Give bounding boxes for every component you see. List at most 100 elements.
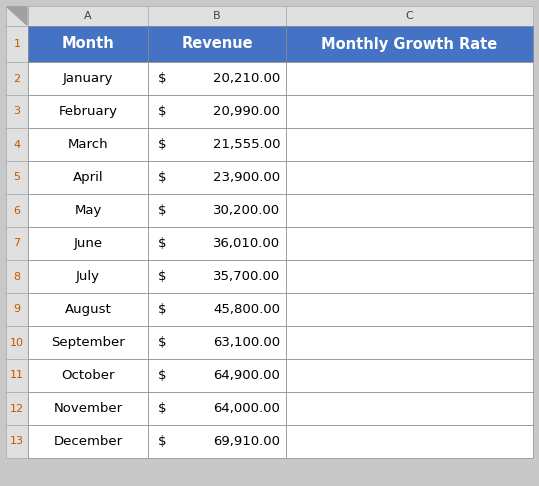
Bar: [148, 62, 286, 95]
Bar: [6, 194, 28, 227]
Bar: [148, 26, 286, 62]
Text: 7: 7: [13, 239, 20, 248]
Bar: [148, 293, 286, 326]
Bar: [6, 95, 28, 128]
Bar: [148, 6, 286, 26]
Bar: [286, 26, 533, 62]
Text: $: $: [158, 369, 167, 382]
Text: 64,000.00: 64,000.00: [213, 402, 280, 415]
Polygon shape: [7, 7, 27, 25]
Bar: [6, 161, 28, 194]
Text: $: $: [158, 171, 167, 184]
Bar: [286, 293, 533, 326]
Text: 45,800.00: 45,800.00: [213, 303, 280, 316]
Text: 2: 2: [13, 73, 20, 84]
Text: 4: 4: [13, 139, 20, 150]
Bar: [28, 161, 148, 194]
Bar: [6, 128, 28, 161]
Text: February: February: [59, 105, 118, 118]
Text: $: $: [158, 204, 167, 217]
Bar: [6, 260, 28, 293]
Text: 5: 5: [13, 173, 20, 183]
Text: A: A: [84, 11, 92, 21]
Bar: [148, 392, 286, 425]
Text: $: $: [158, 270, 167, 283]
Bar: [286, 425, 533, 458]
Text: December: December: [53, 435, 122, 448]
Bar: [6, 425, 28, 458]
Text: C: C: [406, 11, 413, 21]
Text: $: $: [158, 237, 167, 250]
Text: $: $: [158, 303, 167, 316]
Bar: [6, 359, 28, 392]
Text: 21,555.00: 21,555.00: [212, 138, 280, 151]
Bar: [148, 194, 286, 227]
Bar: [28, 227, 148, 260]
Text: 36,010.00: 36,010.00: [213, 237, 280, 250]
Text: 20,210.00: 20,210.00: [213, 72, 280, 85]
Text: June: June: [73, 237, 102, 250]
Bar: [28, 128, 148, 161]
Bar: [28, 62, 148, 95]
Text: 11: 11: [10, 370, 24, 381]
Text: September: September: [51, 336, 125, 349]
Bar: [286, 392, 533, 425]
Bar: [28, 326, 148, 359]
Text: 69,910.00: 69,910.00: [213, 435, 280, 448]
Bar: [28, 95, 148, 128]
Bar: [6, 293, 28, 326]
Text: 6: 6: [13, 206, 20, 215]
Bar: [148, 359, 286, 392]
Text: Revenue: Revenue: [181, 36, 253, 52]
Text: 10: 10: [10, 337, 24, 347]
Bar: [286, 128, 533, 161]
Text: 30,200.00: 30,200.00: [213, 204, 280, 217]
Text: 23,900.00: 23,900.00: [213, 171, 280, 184]
Text: 1: 1: [13, 39, 20, 49]
Bar: [286, 95, 533, 128]
Bar: [148, 161, 286, 194]
Text: $: $: [158, 402, 167, 415]
Bar: [28, 26, 148, 62]
Text: Monthly Growth Rate: Monthly Growth Rate: [321, 36, 497, 52]
Bar: [28, 6, 148, 26]
Bar: [148, 95, 286, 128]
Text: 13: 13: [10, 436, 24, 447]
Bar: [6, 62, 28, 95]
Bar: [6, 6, 28, 26]
Bar: [148, 128, 286, 161]
Bar: [28, 194, 148, 227]
Text: 8: 8: [13, 272, 20, 281]
Bar: [148, 227, 286, 260]
Text: May: May: [74, 204, 102, 217]
Bar: [28, 260, 148, 293]
Bar: [6, 26, 28, 62]
Bar: [286, 227, 533, 260]
Text: November: November: [53, 402, 122, 415]
Bar: [286, 6, 533, 26]
Text: January: January: [63, 72, 113, 85]
Bar: [286, 326, 533, 359]
Bar: [6, 392, 28, 425]
Text: B: B: [213, 11, 221, 21]
Text: March: March: [68, 138, 108, 151]
Text: 12: 12: [10, 403, 24, 414]
Bar: [28, 392, 148, 425]
Bar: [0, 458, 539, 486]
Text: $: $: [158, 336, 167, 349]
Text: April: April: [73, 171, 103, 184]
Bar: [286, 194, 533, 227]
Bar: [28, 425, 148, 458]
Bar: [28, 293, 148, 326]
Text: 63,100.00: 63,100.00: [213, 336, 280, 349]
Text: $: $: [158, 105, 167, 118]
Bar: [286, 359, 533, 392]
Text: 20,990.00: 20,990.00: [213, 105, 280, 118]
Text: July: July: [76, 270, 100, 283]
Bar: [148, 260, 286, 293]
Text: October: October: [61, 369, 115, 382]
Text: Month: Month: [61, 36, 114, 52]
Text: 35,700.00: 35,700.00: [213, 270, 280, 283]
Bar: [6, 227, 28, 260]
Bar: [148, 326, 286, 359]
